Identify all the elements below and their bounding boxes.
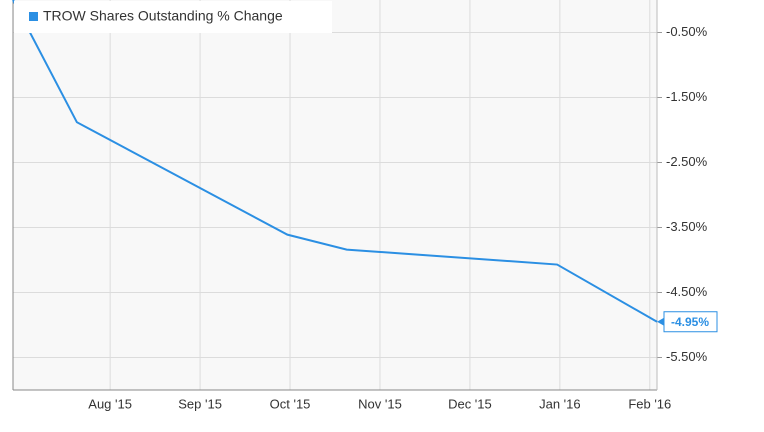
value-label-pointer	[657, 317, 664, 326]
x-tick-label: Dec '15	[448, 396, 492, 411]
x-tick-label: Feb '16	[628, 396, 671, 411]
legend-label: TROW Shares Outstanding % Change	[43, 8, 283, 24]
y-tick-label: -0.50%	[666, 24, 708, 39]
x-tick-label: Nov '15	[358, 396, 402, 411]
y-tick-label: -3.50%	[666, 219, 708, 234]
x-tick-label: Oct '15	[270, 396, 311, 411]
x-tick-label: Sep '15	[178, 396, 222, 411]
value-label: -4.95%	[657, 311, 718, 333]
plot-area	[13, 0, 657, 390]
y-tick-label: -5.50%	[666, 349, 708, 364]
x-tick-label: Aug '15	[88, 396, 132, 411]
legend-swatch	[29, 12, 38, 21]
y-tick-label: -2.50%	[666, 154, 708, 169]
legend-box	[14, 1, 332, 33]
y-tick-label: -4.50%	[666, 284, 708, 299]
value-label-text: -4.95%	[671, 315, 709, 329]
y-tick-label: -1.50%	[666, 89, 708, 104]
x-tick-label: Jan '16	[539, 396, 581, 411]
legend: TROW Shares Outstanding % Change	[14, 1, 332, 33]
data-line	[12, 0, 658, 323]
